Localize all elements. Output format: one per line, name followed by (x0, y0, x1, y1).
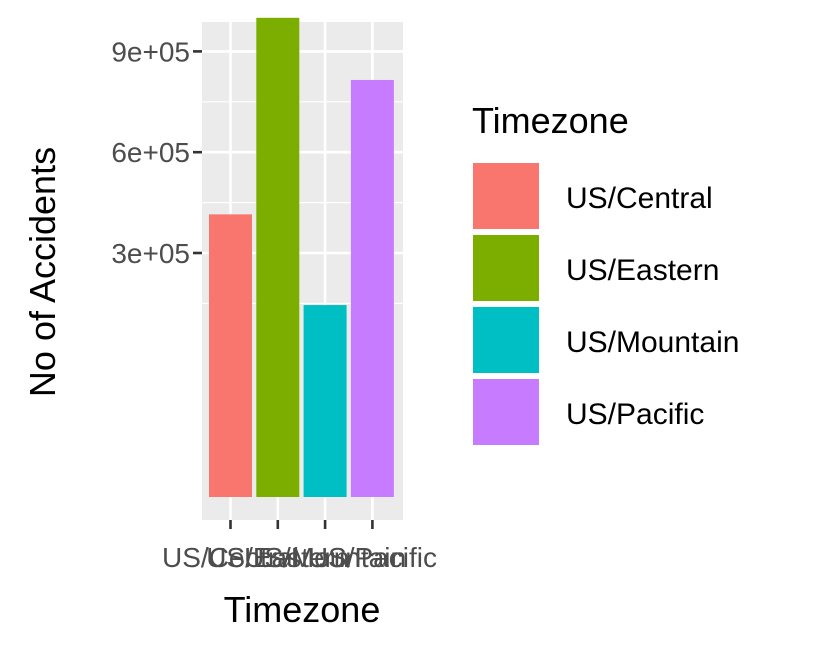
x-tick-label: US/Central (162, 542, 299, 573)
bar-us-pacific (350, 79, 394, 498)
legend: Timezone US/Central US/Eastern US/Mountain… (471, 100, 739, 447)
legend-swatch (471, 377, 541, 447)
legend-swatch (471, 161, 541, 231)
legend-title: Timezone (472, 100, 629, 141)
x-tick-label: US/Pacific (308, 542, 437, 573)
bars (209, 17, 394, 498)
x-axis: US/CentralUS/EasternUS/MountainUS/Pacifi… (162, 520, 437, 573)
x-axis-title: Timezone (224, 589, 381, 630)
y-tick-label: 9e+05 (111, 36, 190, 67)
bar-us-mountain (303, 305, 347, 497)
legend-label: US/Central (566, 182, 713, 215)
x-tick-label: US/Eastern (206, 542, 349, 573)
y-tick-label: 3e+05 (111, 238, 190, 269)
legend-swatch (471, 305, 541, 375)
y-axis-title: No of Accidents (22, 147, 63, 397)
bar-us-eastern (256, 17, 300, 498)
legend-items: US/Central US/Eastern US/Mountain US/Pacifi… (471, 161, 739, 447)
bar-us-central (209, 214, 252, 498)
y-axis: 3e+05 6e+05 9e+05 (111, 36, 202, 269)
x-tick-label: US/Mountain (244, 542, 406, 573)
legend-swatch (471, 233, 541, 303)
legend-label: US/Mountain (566, 326, 739, 359)
y-tick-label: 6e+05 (111, 137, 190, 168)
legend-label: US/Eastern (566, 254, 719, 287)
legend-label: US/Pacific (566, 398, 704, 431)
